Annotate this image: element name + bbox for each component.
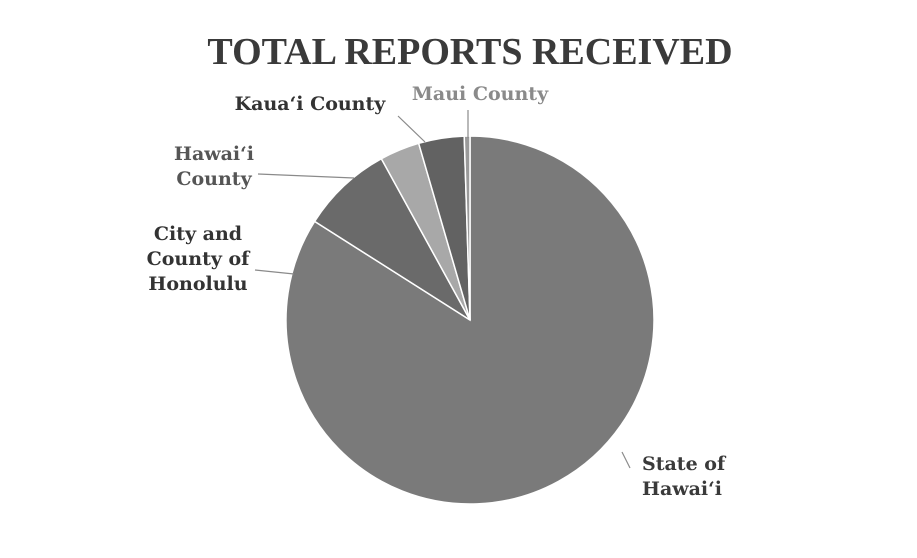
slice-label-state-of-hawai-i: State of Hawai‘i [642,453,727,500]
pie-slice-city-and-county-of-honolulu [313,157,471,321]
leader-line-kaua-i-county [397,115,426,143]
leader-line-city-and-county-of-honolulu [254,269,295,275]
leader-line-state-of-hawai-i [621,451,631,469]
pie-slice-maui-county [463,135,471,321]
slice-labels: State of Hawai‘i City and County of Honolulu… [147,83,727,500]
chart-title: TOTAL REPORTS RECEIVED [207,31,732,73]
pie-slices [285,135,655,505]
slice-label-hawai-i-county: Hawai‘i County [174,143,254,190]
slice-label-maui-county: Maui County [412,83,549,105]
slice-label-kaua-i-county: Kaua‘i County [235,93,387,115]
slice-label-city-and-county-of-honolulu: City and County of Honolulu [147,223,252,295]
leader-lines [254,110,631,469]
leader-line-hawai-i-county [257,173,355,179]
